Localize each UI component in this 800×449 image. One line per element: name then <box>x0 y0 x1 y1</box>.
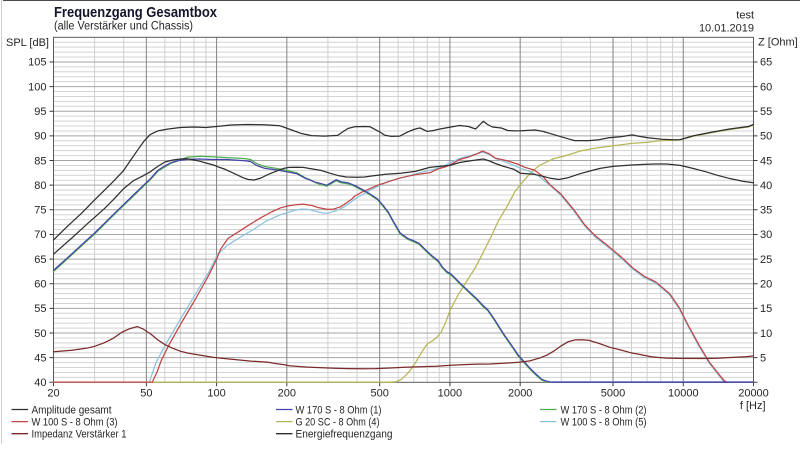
svg-text:45: 45 <box>34 353 46 365</box>
svg-text:20000: 20000 <box>738 388 769 400</box>
svg-text:55: 55 <box>34 303 46 315</box>
svg-text:test: test <box>736 10 754 22</box>
svg-text:G 20 SC - 8 Ohm (4): G 20 SC - 8 Ohm (4) <box>296 416 380 428</box>
svg-text:Energiefrequenzgang: Energiefrequenzgang <box>296 429 393 441</box>
svg-text:35: 35 <box>760 205 772 217</box>
svg-text:1000: 1000 <box>438 388 462 400</box>
svg-text:Impedanz Verstärker 1: Impedanz Verstärker 1 <box>32 429 127 441</box>
svg-text:SPL [dB]: SPL [dB] <box>6 37 49 49</box>
svg-text:500: 500 <box>371 388 389 400</box>
svg-text:W 170 S - 8 Ohm (2): W 170 S - 8 Ohm (2) <box>561 404 647 416</box>
svg-text:70: 70 <box>34 229 46 241</box>
svg-text:55: 55 <box>760 106 772 118</box>
svg-text:Amplitude gesamt: Amplitude gesamt <box>32 404 112 416</box>
svg-text:10.01.2019: 10.01.2019 <box>699 23 754 35</box>
svg-text:75: 75 <box>34 205 46 217</box>
svg-text:100: 100 <box>28 81 46 93</box>
svg-text:W 100 S - 8 Ohm (5): W 100 S - 8 Ohm (5) <box>561 416 647 428</box>
svg-text:20: 20 <box>47 388 59 400</box>
svg-text:20: 20 <box>760 279 772 291</box>
svg-text:200: 200 <box>278 388 296 400</box>
svg-text:65: 65 <box>760 57 772 69</box>
svg-text:90: 90 <box>34 131 46 143</box>
svg-text:(alle Verstärker und Chassis): (alle Verstärker und Chassis) <box>54 21 193 33</box>
svg-text:Z [Ohm]: Z [Ohm] <box>758 37 798 49</box>
svg-text:2000: 2000 <box>508 388 532 400</box>
svg-text:45: 45 <box>760 155 772 167</box>
svg-text:50: 50 <box>140 388 152 400</box>
svg-text:f [Hz]: f [Hz] <box>740 400 766 412</box>
svg-text:50: 50 <box>760 131 772 143</box>
svg-text:80: 80 <box>34 180 46 192</box>
svg-text:W 100 S - 8 Ohm (3): W 100 S - 8 Ohm (3) <box>32 416 118 428</box>
svg-text:10: 10 <box>760 328 772 340</box>
svg-text:25: 25 <box>760 254 772 266</box>
svg-text:85: 85 <box>34 155 46 167</box>
svg-text:60: 60 <box>34 279 46 291</box>
svg-text:50: 50 <box>34 328 46 340</box>
svg-text:5000: 5000 <box>601 388 625 400</box>
svg-text:40: 40 <box>34 377 46 389</box>
svg-text:95: 95 <box>34 106 46 118</box>
svg-text:Frequenzgang Gesamtbox: Frequenzgang Gesamtbox <box>54 4 218 21</box>
svg-text:30: 30 <box>760 229 772 241</box>
svg-text:60: 60 <box>760 81 772 93</box>
svg-text:100: 100 <box>207 388 225 400</box>
svg-text:65: 65 <box>34 254 46 266</box>
svg-text:105: 105 <box>28 57 46 69</box>
svg-text:W 170 S - 8 Ohm (1): W 170 S - 8 Ohm (1) <box>296 404 382 416</box>
svg-text:10000: 10000 <box>668 388 699 400</box>
svg-text:15: 15 <box>760 303 772 315</box>
svg-text:5: 5 <box>760 353 766 365</box>
svg-text:40: 40 <box>760 180 772 192</box>
